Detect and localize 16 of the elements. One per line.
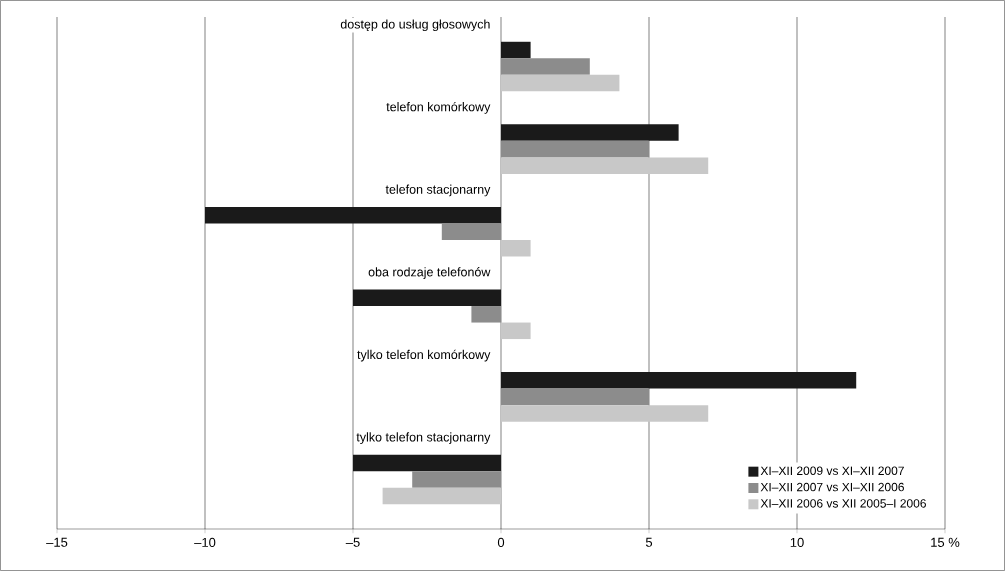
y-tick-label: dostęp do usług głosowych [340, 19, 490, 32]
y-tick-label: tylko telefon stacjonarny [356, 432, 491, 444]
x-tick-label: 10 [790, 537, 804, 547]
x-tick-label: 0 [497, 537, 505, 547]
legend-label: XI–XII 2006 vs XII 2005–I 2006 [760, 499, 926, 508]
x-tick-label: –5 [345, 537, 360, 547]
legend-label: XI–XII 2009 vs XI–XII 2007 [760, 466, 904, 476]
y-tick-label: tylko telefon komórkowy [357, 349, 491, 362]
x-tick-label: –10 [194, 537, 216, 547]
x-tick-label: 5 [645, 537, 653, 547]
x-tick-label: –15 [46, 537, 68, 547]
y-tick-label: telefon stacjonarny [385, 184, 491, 197]
legend-label: XI–XII 2007 vs XI–XII 2006 [760, 482, 904, 492]
y-tick-label: telefon komórkowy [386, 101, 491, 114]
x-tick-label: 15 % [931, 537, 960, 547]
y-tick-label: oba rodzaje telefonów [368, 267, 491, 279]
